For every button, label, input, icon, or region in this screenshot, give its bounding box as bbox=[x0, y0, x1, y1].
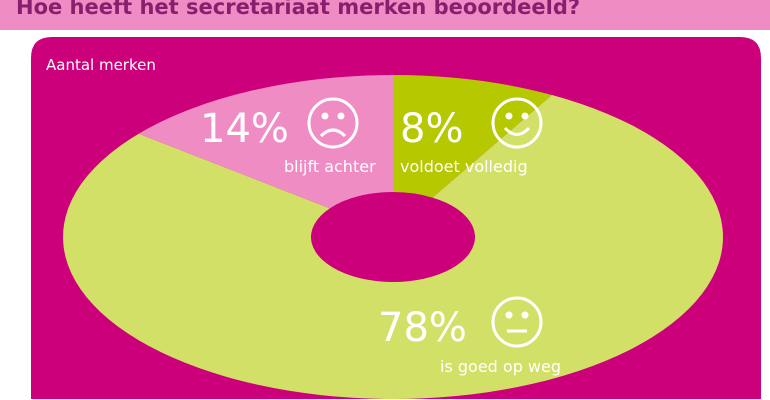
category-label: blijft achter bbox=[284, 157, 376, 176]
title-bar bbox=[0, 0, 770, 30]
neutral-face bbox=[491, 296, 543, 348]
donut-segment bbox=[393, 75, 552, 198]
icons bbox=[307, 97, 543, 348]
value-label: 78% bbox=[378, 305, 467, 351]
donut-segment bbox=[63, 95, 723, 399]
donut-segment bbox=[138, 75, 393, 209]
chart-title: Hoe heeft het secretariaat merken beoord… bbox=[16, 0, 580, 19]
donut bbox=[63, 75, 723, 399]
value-label: 14% bbox=[200, 106, 289, 152]
value-label: 8% bbox=[400, 106, 463, 152]
subtitle: Aantal merken bbox=[46, 56, 156, 74]
category-label: is goed op weg bbox=[440, 357, 561, 376]
sad-face bbox=[307, 97, 359, 149]
smile-face bbox=[491, 97, 543, 149]
category-label: voldoet volledig bbox=[400, 157, 528, 176]
